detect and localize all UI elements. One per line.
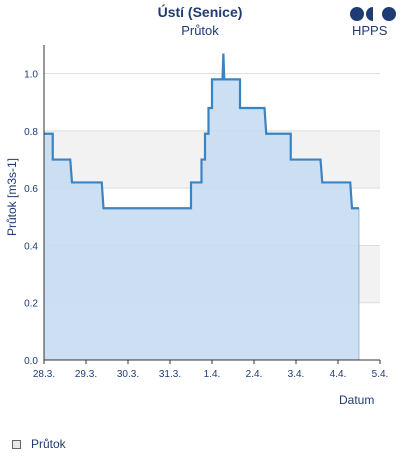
y-tick-label-5: 1.0 (24, 70, 38, 81)
x-tick-label-6: 3.4. (288, 369, 305, 380)
x-tick-label-3: 31.3. (159, 369, 181, 380)
x-tick-label-4: 1.4. (204, 369, 221, 380)
x-tick-label-2: 30.3. (117, 369, 139, 380)
y-tick-label-4: 0.8 (24, 127, 38, 138)
logo-text: HPPS (352, 23, 388, 38)
legend-item[interactable]: Průtok (12, 437, 66, 451)
x-tick-label-7: 4.4. (330, 369, 347, 380)
y-tick-label-2: 0.4 (24, 241, 38, 252)
y-tick-label-0: 0.0 (24, 356, 38, 367)
x-tick-label-5: 2.4. (246, 369, 263, 380)
x-axis-label: Datum (339, 393, 375, 407)
y-tick-label-1: 0.2 (24, 299, 38, 310)
x-tick-label-0: 28.3. (33, 369, 55, 380)
y-axis-label: Průtok [m3s-1] (5, 157, 19, 237)
legend-swatch (12, 439, 21, 449)
legend-label: Průtok (31, 437, 66, 451)
y-tick-label-3: 0.6 (24, 184, 38, 195)
x-tick-label-1: 29.3. (75, 369, 97, 380)
chart-subtitle: Průtok (181, 23, 219, 38)
hpps-logo (350, 7, 396, 21)
series-line-0 (44, 53, 359, 210)
series-area-0 (44, 53, 359, 361)
x-tick-label-8: 5.4. (372, 369, 389, 380)
chart-title: Ústí (Senice) (157, 4, 243, 20)
